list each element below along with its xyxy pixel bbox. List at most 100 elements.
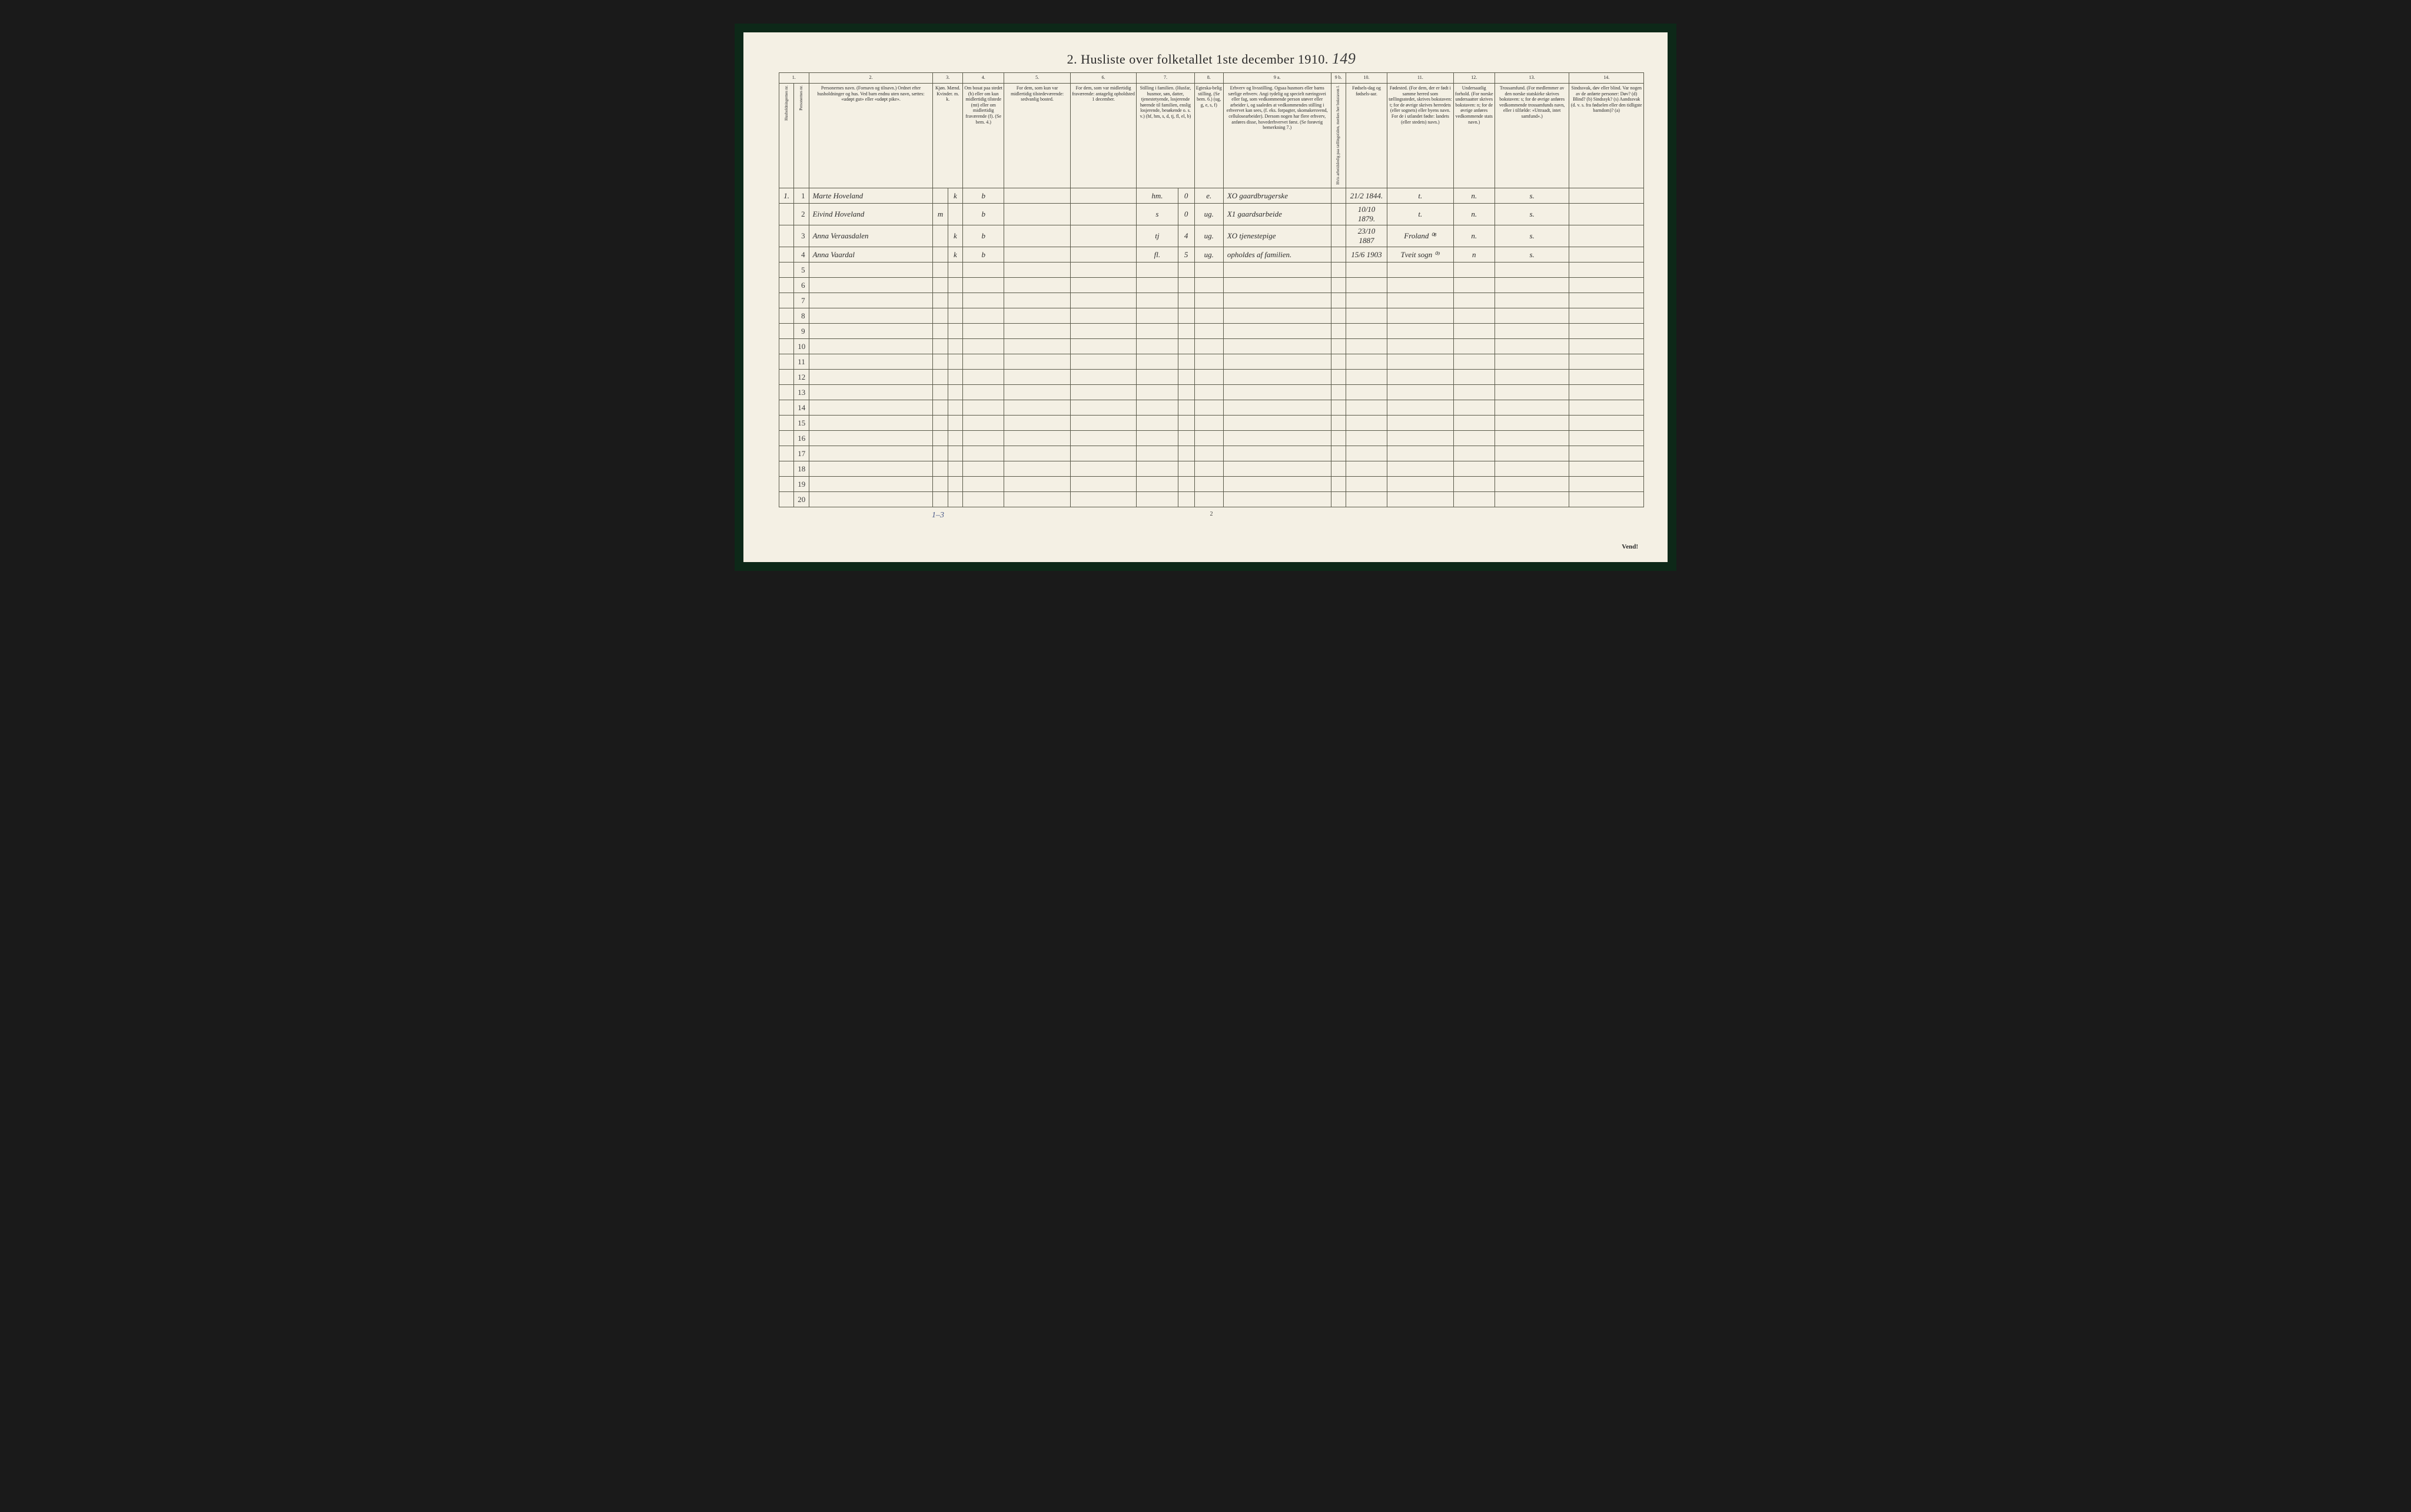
- cell-empty: [1194, 400, 1223, 416]
- cell-empty: [1569, 446, 1644, 461]
- header-col2: Personernes navn. (Fornavn og tilnavn.) …: [809, 84, 933, 188]
- cell-empty: [1004, 354, 1070, 370]
- cell-person-nr: 20: [794, 492, 809, 507]
- cell-empty: [1453, 492, 1495, 507]
- cell-empty: [1569, 400, 1644, 416]
- cell-empty: [1569, 308, 1644, 324]
- cell-empty: [1453, 477, 1495, 492]
- cell-undersaatlig: n.: [1453, 188, 1495, 204]
- cell-empty: [1194, 370, 1223, 385]
- cell-empty: [1346, 354, 1387, 370]
- cell-household-nr: [779, 262, 794, 278]
- cell-empty: [1387, 446, 1453, 461]
- header-col7: Stilling i familien. (Husfar, husmor, sø…: [1137, 84, 1194, 188]
- cell-empty: [963, 308, 1004, 324]
- header-col3: Kjøn. Mænd. Kvinder. m. k.: [933, 84, 963, 188]
- cell-empty: [933, 354, 948, 370]
- cell-egteskab: ug.: [1194, 204, 1223, 225]
- cell-empty: [1137, 308, 1178, 324]
- cell-empty: [1004, 278, 1070, 293]
- table-row: 15: [779, 416, 1644, 431]
- header-col4: Om bosat paa stedet (b) eller om kun mid…: [963, 84, 1004, 188]
- col-num: 13.: [1495, 73, 1569, 84]
- cell-empty: [963, 293, 1004, 308]
- cell-empty: [1346, 324, 1387, 339]
- cell-sex-k: k: [948, 188, 962, 204]
- cell-empty: [1331, 308, 1346, 324]
- cell-person-nr: 19: [794, 477, 809, 492]
- cell-empty: [1194, 278, 1223, 293]
- header-col1a: Husholdningernes nr.: [779, 84, 794, 188]
- cell-empty: [1453, 461, 1495, 477]
- col-num: 1.: [779, 73, 809, 84]
- cell-empty: [1495, 446, 1569, 461]
- cell-empty: [1453, 446, 1495, 461]
- cell-person-nr: 8: [794, 308, 809, 324]
- cell-empty: [1331, 278, 1346, 293]
- cell-empty: [933, 262, 948, 278]
- col-num: 11.: [1387, 73, 1453, 84]
- cell-empty: [1331, 477, 1346, 492]
- cell-empty: [1137, 431, 1178, 446]
- cell-empty: [948, 324, 962, 339]
- cell-empty: [1346, 416, 1387, 431]
- cell-household-nr: [779, 354, 794, 370]
- cell-empty: [1569, 370, 1644, 385]
- cell-empty: [809, 324, 933, 339]
- cell-empty: [1387, 354, 1453, 370]
- cell-name: Marte Hoveland: [809, 188, 933, 204]
- cell-empty: [1137, 385, 1178, 400]
- cell-erhverv: opholdes af familien.: [1223, 247, 1331, 262]
- cell-c6: [1070, 225, 1136, 247]
- cell-empty: [1004, 431, 1070, 446]
- cell-empty: [1495, 385, 1569, 400]
- cell-empty: [1137, 324, 1178, 339]
- cell-person-nr: 3: [794, 225, 809, 247]
- cell-c5: [1004, 247, 1070, 262]
- cell-household-nr: [779, 461, 794, 477]
- cell-empty: [1004, 339, 1070, 354]
- cell-bosat: b: [963, 204, 1004, 225]
- title-prefix: 2.: [1067, 52, 1078, 67]
- cell-name: Eivind Hoveland: [809, 204, 933, 225]
- table-row: 4Anna Vaardalkbfl.5ug.opholdes af famili…: [779, 247, 1644, 262]
- cell-empty: [1178, 446, 1194, 461]
- cell-empty: [1495, 416, 1569, 431]
- cell-household-nr: [779, 204, 794, 225]
- cell-empty: [963, 278, 1004, 293]
- table-row: 9: [779, 324, 1644, 339]
- cell-empty: [1194, 324, 1223, 339]
- cell-empty: [1453, 370, 1495, 385]
- cell-empty: [1178, 370, 1194, 385]
- cell-empty: [963, 262, 1004, 278]
- cell-empty: [1137, 262, 1178, 278]
- cell-empty: [1004, 385, 1070, 400]
- col-num: 8.: [1194, 73, 1223, 84]
- cell-empty: [1223, 461, 1331, 477]
- cell-empty: [809, 477, 933, 492]
- cell-sex-k: [948, 204, 962, 225]
- cell-sex-m: [933, 247, 948, 262]
- cell-empty: [1569, 431, 1644, 446]
- cell-empty: [1387, 461, 1453, 477]
- cell-empty: [948, 370, 962, 385]
- cell-empty: [1178, 431, 1194, 446]
- cell-empty: [809, 416, 933, 431]
- cell-empty: [1178, 416, 1194, 431]
- cell-empty: [1194, 293, 1223, 308]
- cell-empty: [963, 400, 1004, 416]
- cell-empty: [1070, 324, 1136, 339]
- cell-empty: [1194, 416, 1223, 431]
- cell-empty: [1331, 339, 1346, 354]
- cell-empty: [1004, 262, 1070, 278]
- cell-empty: [1569, 354, 1644, 370]
- cell-person-nr: 12: [794, 370, 809, 385]
- cell-empty: [1070, 416, 1136, 431]
- cell-empty: [809, 308, 933, 324]
- cell-empty: [933, 431, 948, 446]
- cell-empty: [948, 446, 962, 461]
- cell-c9b: [1331, 225, 1346, 247]
- cell-empty: [1495, 293, 1569, 308]
- table-header: 1. 2. 3. 4. 5. 6. 7. 8. 9 a. 9 b. 10. 11…: [779, 73, 1644, 188]
- cell-empty: [1004, 400, 1070, 416]
